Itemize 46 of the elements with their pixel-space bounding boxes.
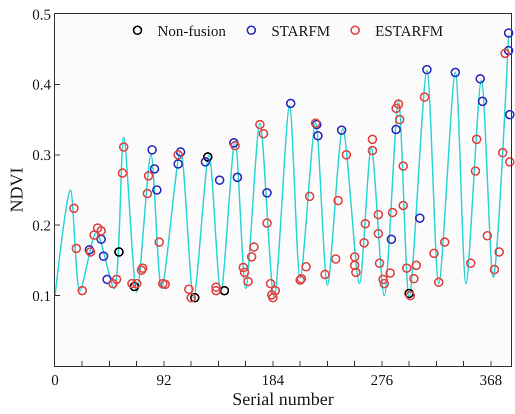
point bbox=[214, 175, 224, 185]
point bbox=[386, 234, 396, 244]
point bbox=[220, 286, 230, 296]
x-tick-label: 0 bbox=[51, 373, 59, 389]
point bbox=[504, 28, 514, 38]
point bbox=[505, 110, 515, 120]
x-tick-label: 92 bbox=[156, 373, 172, 389]
point bbox=[422, 64, 432, 74]
point bbox=[102, 274, 112, 284]
point bbox=[391, 124, 401, 134]
point bbox=[200, 157, 210, 167]
point bbox=[232, 172, 242, 182]
point bbox=[96, 234, 106, 244]
point bbox=[147, 145, 157, 155]
point bbox=[98, 251, 108, 261]
point bbox=[114, 247, 124, 257]
point bbox=[475, 74, 486, 84]
point bbox=[450, 68, 460, 78]
y-tick-label: 0.2 bbox=[32, 218, 51, 234]
point bbox=[176, 147, 186, 157]
point bbox=[504, 46, 514, 56]
point bbox=[229, 138, 239, 148]
legend-label: Non-fusion bbox=[158, 24, 226, 40]
point bbox=[152, 185, 162, 195]
legend-label: STARFM bbox=[271, 24, 330, 40]
point bbox=[286, 98, 296, 108]
x-tick-label: 184 bbox=[262, 373, 285, 389]
point bbox=[478, 96, 488, 106]
y-tick-label: 0.4 bbox=[32, 78, 52, 94]
point bbox=[150, 164, 160, 174]
point bbox=[202, 152, 213, 162]
point bbox=[336, 125, 346, 135]
y-tick-label: 0.5 bbox=[32, 7, 51, 24]
y-axis-title: NDVI bbox=[6, 168, 26, 212]
legend-label: ESTARFM bbox=[375, 24, 444, 40]
point bbox=[130, 282, 140, 292]
x-tick-label: 368 bbox=[480, 373, 502, 389]
y-tick-label: 0.1 bbox=[32, 288, 51, 305]
point bbox=[190, 292, 200, 303]
point bbox=[313, 130, 323, 141]
point bbox=[262, 188, 272, 198]
x-tick-label: 276 bbox=[370, 373, 394, 389]
point bbox=[173, 159, 183, 169]
x-axis-title: Serial number bbox=[232, 389, 334, 410]
point bbox=[415, 213, 425, 223]
y-tick-label: 0.3 bbox=[32, 148, 51, 164]
